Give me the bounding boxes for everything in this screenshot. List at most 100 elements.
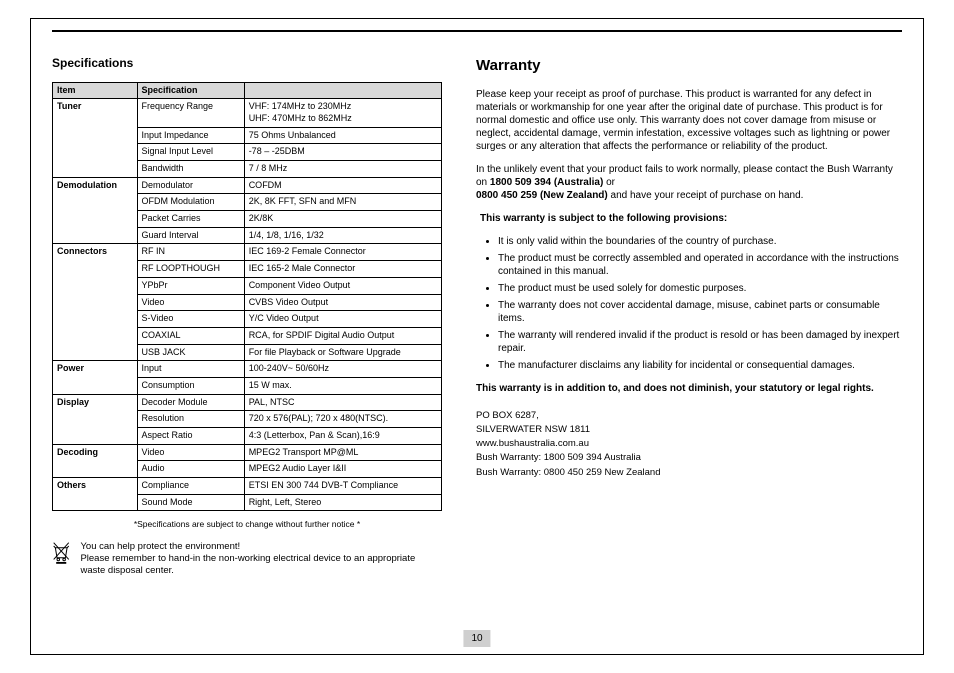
contact-post: and have your receipt of purchase on han… <box>608 190 804 201</box>
table-row: DecodingVideoMPEG2 Transport MP@ML <box>53 444 442 461</box>
table-row: ConnectorsRF INIEC 169-2 Female Connecto… <box>53 244 442 261</box>
group-cell: Decoding <box>53 444 138 477</box>
spec-name-cell: Sound Mode <box>137 494 244 511</box>
spec-value-cell: CVBS Video Output <box>244 294 441 311</box>
provisions-list: It is only valid within the boundaries o… <box>476 235 902 372</box>
columns: Specifications Item Specification TunerF… <box>52 56 902 578</box>
spec-value-cell: RCA, for SPDIF Digital Audio Output <box>244 327 441 344</box>
left-column: Specifications Item Specification TunerF… <box>52 56 442 578</box>
table-row: DemodulationDemodulatorCOFDM <box>53 177 442 194</box>
warranty-contact: In the unlikely event that your product … <box>476 163 902 202</box>
group-cell: Power <box>53 361 138 394</box>
phone-nz: 0800 450 259 (New Zealand) <box>476 190 608 201</box>
address-line: www.bushaustralia.com.au <box>476 437 902 451</box>
spec-name-cell: YPbPr <box>137 277 244 294</box>
address-block: PO BOX 6287,SILVERWATER NSW 1811www.bush… <box>476 409 902 480</box>
group-cell: Connectors <box>53 244 138 361</box>
specifications-footnote: *Specifications are subject to change wi… <box>52 519 442 530</box>
spec-value-cell: 4:3 (Letterbox, Pan & Scan),16:9 <box>244 428 441 445</box>
address-line: SILVERWATER NSW 1811 <box>476 423 902 437</box>
spec-name-cell: Aspect Ratio <box>137 428 244 445</box>
table-row: PowerInput100-240V~ 50/60Hz <box>53 361 442 378</box>
spec-value-cell: MPEG2 Transport MP@ML <box>244 444 441 461</box>
spec-value-cell: -78 – -25DBM <box>244 144 441 161</box>
top-rule <box>52 30 902 32</box>
group-cell: Others <box>53 478 138 511</box>
spec-value-cell: MPEG2 Audio Layer I&II <box>244 461 441 478</box>
address-line: Bush Warranty: 1800 509 394 Australia <box>476 451 902 465</box>
spec-value-cell: COFDM <box>244 177 441 194</box>
spec-value-cell: IEC 165-2 Male Connector <box>244 261 441 278</box>
spec-name-cell: Frequency Range <box>137 99 244 127</box>
spec-value-cell: 100-240V~ 50/60Hz <box>244 361 441 378</box>
spec-value-cell: 1/4, 1/8, 1/16, 1/32 <box>244 227 441 244</box>
th-spec: Specification <box>137 82 244 99</box>
spec-name-cell: Demodulator <box>137 177 244 194</box>
page: Specifications Item Specification TunerF… <box>0 0 954 673</box>
spec-value-cell: Y/C Video Output <box>244 311 441 328</box>
spec-value-cell: Component Video Output <box>244 277 441 294</box>
address-line: Bush Warranty: 0800 450 259 New Zealand <box>476 466 902 480</box>
list-item: The warranty does not cover accidental d… <box>498 299 902 325</box>
list-item: The product must be used solely for dome… <box>498 282 902 295</box>
list-item: It is only valid within the boundaries o… <box>498 235 902 248</box>
warranty-intro: Please keep your receipt as proof of pur… <box>476 88 902 153</box>
th-item: Item <box>53 82 138 99</box>
spec-name-cell: RF IN <box>137 244 244 261</box>
table-row: OthersComplianceETSI EN 300 744 DVB-T Co… <box>53 478 442 495</box>
spec-name-cell: Guard Interval <box>137 227 244 244</box>
spec-name-cell: Input Impedance <box>137 127 244 144</box>
spec-name-cell: USB JACK <box>137 344 244 361</box>
list-item: The warranty will rendered invalid if th… <box>498 329 902 355</box>
list-item: The product must be correctly assembled … <box>498 252 902 278</box>
spec-value-cell: ETSI EN 300 744 DVB-T Compliance <box>244 478 441 495</box>
specifications-heading: Specifications <box>52 56 442 72</box>
th-blank <box>244 82 441 99</box>
spec-value-cell: 15 W max. <box>244 377 441 394</box>
environment-text: You can help protect the environment! Pl… <box>80 541 442 578</box>
weee-icon <box>52 541 70 569</box>
table-row: TunerFrequency RangeVHF: 174MHz to 230MH… <box>53 99 442 127</box>
table-row: DisplayDecoder ModulePAL, NTSC <box>53 394 442 411</box>
spec-value-cell: For file Playback or Software Upgrade <box>244 344 441 361</box>
spec-name-cell: Packet Carries <box>137 211 244 228</box>
spec-name-cell: Bandwidth <box>137 161 244 178</box>
spec-value-cell: PAL, NTSC <box>244 394 441 411</box>
spec-name-cell: S-Video <box>137 311 244 328</box>
spec-name-cell: COAXIAL <box>137 327 244 344</box>
right-column: Warranty Please keep your receipt as pro… <box>476 56 902 578</box>
spec-name-cell: Audio <box>137 461 244 478</box>
env-line1: You can help protect the environment! <box>80 541 442 553</box>
spec-value-cell: 720 x 576(PAL); 720 x 480(NTSC). <box>244 411 441 428</box>
table-header-row: Item Specification <box>53 82 442 99</box>
spec-name-cell: RF LOOPTHOUGH <box>137 261 244 278</box>
group-cell: Demodulation <box>53 177 138 244</box>
group-cell: Display <box>53 394 138 444</box>
spec-value-cell: VHF: 174MHz to 230MHzUHF: 470MHz to 862M… <box>244 99 441 127</box>
specifications-table: Item Specification TunerFrequency RangeV… <box>52 82 442 512</box>
contact-or: or <box>603 177 615 188</box>
address-line: PO BOX 6287, <box>476 409 902 423</box>
warranty-heading: Warranty <box>476 56 902 76</box>
spec-name-cell: Video <box>137 444 244 461</box>
spec-value-cell: 2K/8K <box>244 211 441 228</box>
spec-name-cell: Resolution <box>137 411 244 428</box>
spec-name-cell: OFDM Modulation <box>137 194 244 211</box>
spec-value-cell: 75 Ohms Unbalanced <box>244 127 441 144</box>
spec-value-cell: Right, Left, Stereo <box>244 494 441 511</box>
provisions-heading: This warranty is subject to the followin… <box>480 212 902 225</box>
spec-name-cell: Input <box>137 361 244 378</box>
spec-name-cell: Decoder Module <box>137 394 244 411</box>
env-line2: Please remember to hand-in the non-worki… <box>80 553 442 578</box>
page-number: 10 <box>463 630 490 647</box>
phone-au: 1800 509 394 (Australia) <box>490 177 603 188</box>
spec-value-cell: IEC 169-2 Female Connector <box>244 244 441 261</box>
spec-name-cell: Video <box>137 294 244 311</box>
spec-name-cell: Consumption <box>137 377 244 394</box>
spec-value-cell: 7 / 8 MHz <box>244 161 441 178</box>
spec-name-cell: Compliance <box>137 478 244 495</box>
statutory-rights: This warranty is in addition to, and doe… <box>476 382 902 395</box>
spec-value-cell: 2K, 8K FFT, SFN and MFN <box>244 194 441 211</box>
list-item: The manufacturer disclaims any liability… <box>498 359 902 372</box>
group-cell: Tuner <box>53 99 138 177</box>
